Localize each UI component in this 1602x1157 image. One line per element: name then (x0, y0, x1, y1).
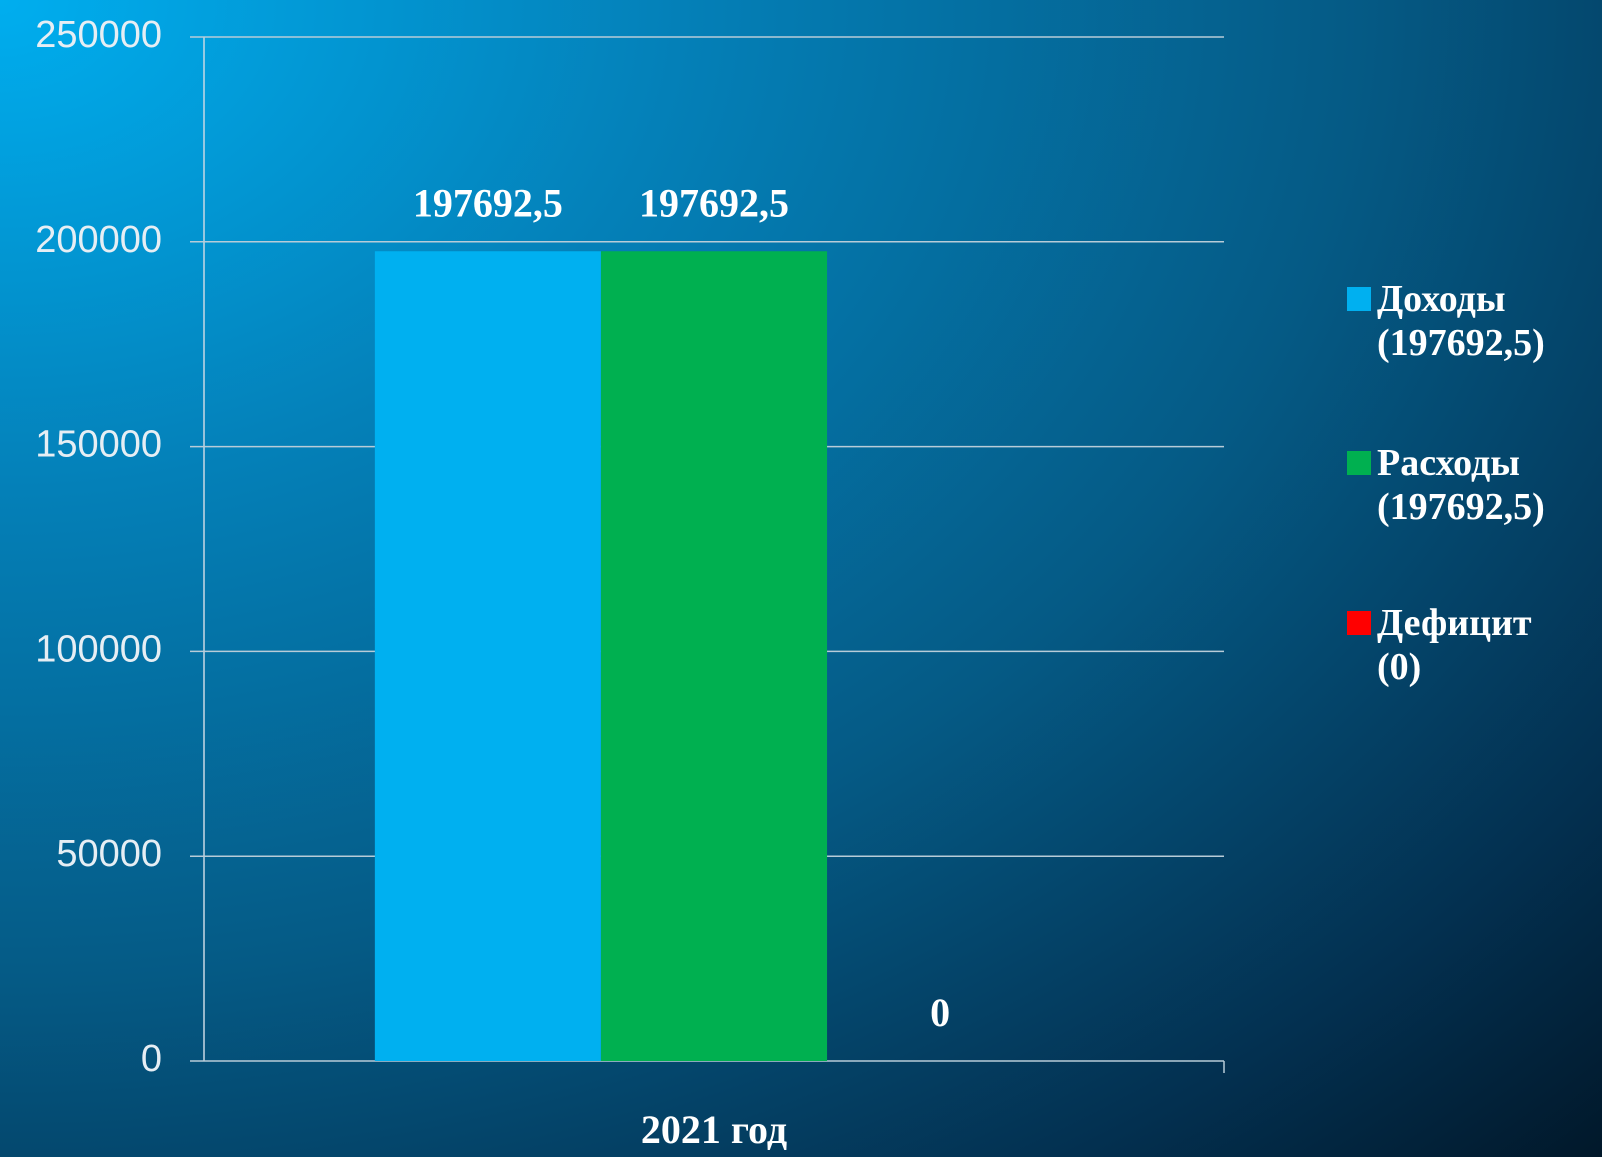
bar (600, 251, 828, 1061)
bar (374, 251, 601, 1061)
legend-label: Расходы (197692,5) (1377, 442, 1545, 528)
legend-swatch (1347, 451, 1371, 475)
y-tick-label: 100000 (35, 628, 162, 670)
y-tick-label: 150000 (35, 424, 162, 466)
legend-item: Расходы (197692,5) (1347, 441, 1587, 529)
data-label: 197692,5 (413, 180, 563, 225)
y-tick-label: 250000 (35, 14, 162, 56)
legend-label: Доходы (197692,5) (1377, 278, 1545, 364)
data-label: 197692,5 (639, 180, 789, 225)
y-tick-label: 0 (141, 1038, 162, 1080)
legend-swatch (1347, 287, 1371, 311)
data-label: 0 (930, 990, 950, 1035)
legend-item: Дефицит (0) (1347, 601, 1587, 689)
legend-swatch (1347, 611, 1371, 635)
legend-label: Дефицит (0) (1377, 602, 1532, 688)
x-tick-label: 2021 год (641, 1107, 787, 1152)
y-tick-label: 50000 (56, 833, 162, 875)
legend-item: Доходы (197692,5) (1347, 277, 1587, 365)
y-tick-label: 200000 (35, 219, 162, 261)
